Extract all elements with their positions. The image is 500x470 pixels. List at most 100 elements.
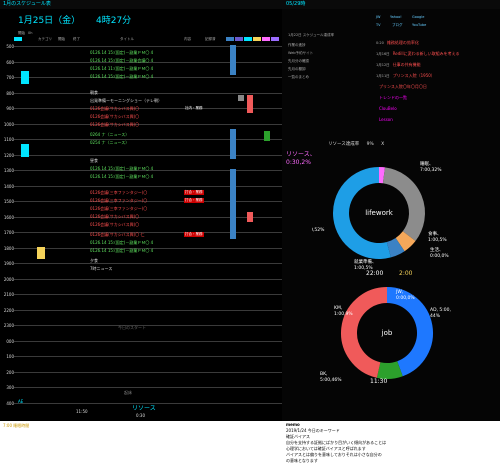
footer-a-label: AE <box>18 399 24 404</box>
link-tv[interactable]: TV <box>376 23 381 27</box>
hour-label: 1800 <box>3 245 14 251</box>
hour-label: 1100 <box>3 137 14 142</box>
cyan-block-morning <box>21 71 29 84</box>
date-title: 1月25日（金） <box>18 16 81 26</box>
schedule-row[interactable]: 0254 ナ〈ニュース〉 <box>0 139 282 147</box>
schedule-row-title: 0126会議(サカシバス興)〇 仁 <box>90 232 145 237</box>
donut-data-label: 食事、 <box>428 230 442 237</box>
hour-label: 700 <box>6 75 14 80</box>
goal-date: 1月16日 <box>376 52 390 56</box>
header-col-0h: 0h <box>28 31 33 35</box>
schedule-row-title: 7時ニュース <box>90 266 113 271</box>
goal-list-item[interactable]: 1月16日 Redillに変わる新しい取組みを考える <box>376 51 460 57</box>
goal-text: Lesson <box>379 117 393 122</box>
header-col-start: 開始 <box>18 31 25 35</box>
hour-label: 1700 <box>3 230 14 235</box>
block-b1-morning <box>247 95 253 113</box>
goal-list-item[interactable]: ClouBelo <box>376 106 397 111</box>
donut-data-label: KM, <box>334 305 342 311</box>
header-time: 05/29時 <box>286 1 306 7</box>
header-col-end: 終了 <box>73 37 80 41</box>
footer-b-value: 0:30 <box>136 413 145 418</box>
hour-line <box>14 170 282 171</box>
schedule-row-title: 夕食 <box>90 258 98 263</box>
schedule-row[interactable]: 0126.14 15:(固定)－副業会議〇 4 <box>0 57 282 65</box>
schedule-row[interactable]: 朝食 <box>0 89 282 97</box>
hour-label: 1400 <box>3 183 14 189</box>
goal-date: 1月11日 <box>376 74 390 78</box>
donut-data-label: 1:00,5% <box>354 265 373 271</box>
donut-slice-AD <box>386 287 433 377</box>
footer-a-value: 11:50 <box>76 409 88 414</box>
link-youtube[interactable]: YouTube <box>412 23 427 27</box>
schedule-row[interactable]: 0126会議(サカシバス興)〇 <box>0 121 282 129</box>
goal-text: Redillに変わる新しい取組みを考える <box>392 51 460 56</box>
block-a2 <box>238 95 244 101</box>
schedule-row[interactable]: 0126.14 15:(固定)－副業ＰＭ〇 4 <box>0 73 282 81</box>
goal-list-item[interactable]: Lesson <box>376 117 393 122</box>
schedule-row[interactable]: 0126会議(サカシバス興)〇 社内・業務 <box>0 105 282 113</box>
night-label: 今日のスタート <box>118 325 146 330</box>
schedule-row[interactable]: 0126会議(サカシバス興)〇 <box>0 113 282 121</box>
wake-label: 起床 <box>124 390 132 395</box>
goal-list-item[interactable]: プリンス入院〇年〇月〇日 <box>376 84 427 90</box>
goal-text: プリンス入院（1950） <box>392 73 435 78</box>
schedule-row[interactable]: 0264 ナ〈ニュース〉 <box>0 131 282 139</box>
window-title: 1月のスケジュール表 <box>3 1 51 7</box>
hour-line <box>14 356 282 357</box>
schedule-row[interactable]: 0126.14 15:(固定)－副業ＰＭ〇 4 <box>0 239 282 247</box>
goal-list-item[interactable]: 0:20 雑務処理の効率化 <box>376 40 419 46</box>
memo-line: 確証バイアス <box>286 434 310 439</box>
current-time: 4時27分 <box>96 16 132 26</box>
hour-line <box>14 263 282 264</box>
goal-list-item[interactable]: 1月12日 仕事の共有機能 <box>376 62 421 68</box>
schedule-row[interactable]: 0126.14 15:(固定)－副業ＰＭ〇 4 <box>0 49 282 57</box>
schedule-row[interactable]: 0126会議(サカシバス興)〇 <box>0 221 282 229</box>
goal-list-item[interactable]: 1月11日 プリンス入院（1950） <box>376 73 435 79</box>
hour-label: 600 <box>6 59 14 65</box>
schedule-row-category: 打合・業務 <box>184 198 204 203</box>
hour-label: 2100 <box>3 292 14 297</box>
header-col-recorded: 記録済 <box>205 37 216 41</box>
schedule-row[interactable]: 0126会議(サカシバス興)〇 <box>0 213 282 221</box>
time-a: 22:00 <box>366 270 384 277</box>
schedule-row[interactable]: 0126.14 11:(固定)－副業ＰＭ〇 4 <box>0 65 282 73</box>
schedule-row[interactable]: 7時ニュース <box>0 265 282 273</box>
memo-line: 心理学においては確証バイアスと呼ばれます <box>286 446 366 451</box>
schedule-row-title: 出発準備ーモーニングショー（テレ朝） <box>90 98 162 103</box>
hour-line <box>14 278 282 280</box>
schedule-row[interactable]: 夕食 <box>0 257 282 265</box>
schedule-row-title: 0126会議(サカシバス興)〇 <box>90 222 140 227</box>
schedule-row[interactable]: 0126会議(三幸ファンタジー)〇 打合・業務 <box>0 197 282 205</box>
schedule-row[interactable]: 昼食 <box>0 157 282 165</box>
hour-label: 1200 <box>3 152 14 158</box>
link-jw[interactable]: JW <box>376 15 381 19</box>
link-google[interactable]: Google <box>412 15 425 19</box>
schedule-row[interactable]: 出発準備ーモーニングショー（テレ朝） <box>0 97 282 105</box>
schedule-row[interactable]: 0126会議(三幸ファンタジー)〇 打合・業務 <box>0 189 282 197</box>
schedule-row[interactable]: 0126.14 15:(固定)－副業ＰＭ〇 4 <box>0 173 282 181</box>
donut-data-label: 11:30,52% <box>312 227 325 233</box>
schedule-row-title: 0126会議(三幸ファンタジー)〇 <box>90 206 148 211</box>
donut-slice-KM <box>376 361 403 379</box>
schedule-row[interactable]: 0126.14 15:(固定)－副業ＰＭ〇 4 <box>0 247 282 255</box>
donut-center-label: job <box>381 329 393 337</box>
time-c: 11:30 <box>370 378 388 385</box>
goal-text: ClouBelo <box>379 106 397 111</box>
schedule-row-title: 0254 ナ〈ニュース〉 <box>90 140 130 145</box>
hour-line <box>14 325 282 326</box>
schedule-row[interactable]: 0126会議(サカシバス興)〇 仁 打合・業務 <box>0 231 282 239</box>
donut-data-label: 生活、 <box>430 246 444 253</box>
goal-text: トレンドの一覧 <box>379 95 407 100</box>
schedule-row[interactable]: 0126会議(三幸ファンタジー)〇 <box>0 205 282 213</box>
link-yahoo[interactable]: Yahoo! <box>390 15 402 19</box>
hour-line <box>14 340 282 342</box>
schedule-row-title: 0126会議(サカシバス興)〇 <box>90 106 140 111</box>
hour-label: 1600 <box>3 214 14 220</box>
block-a1-afternoon <box>230 169 236 239</box>
goal-date: 0:20 <box>376 41 384 45</box>
donut-slice-仕事 <box>333 167 391 259</box>
link-blog[interactable]: ブログ <box>392 23 403 27</box>
schedule-row[interactable]: 0126.14 15:(固定)－副業ＰＭ〇 4 <box>0 165 282 173</box>
goal-list-item[interactable]: トレンドの一覧 <box>376 95 407 101</box>
